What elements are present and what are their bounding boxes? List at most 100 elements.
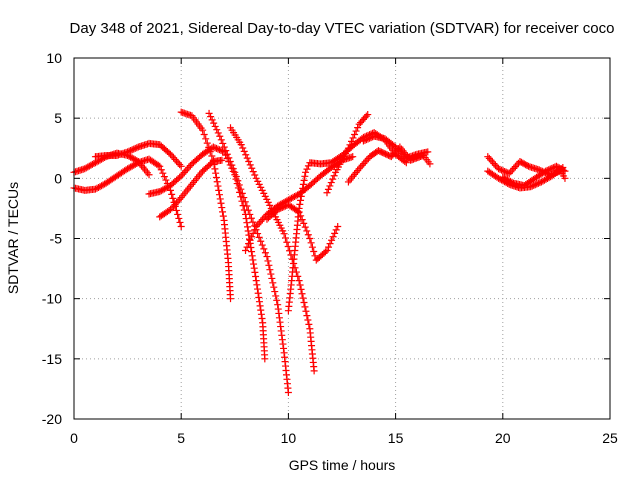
data-point (157, 166, 165, 174)
data-point (242, 151, 250, 159)
data-point (302, 307, 310, 315)
data-point (275, 205, 283, 213)
data-point (291, 193, 299, 201)
data-point (254, 289, 262, 297)
data-point (548, 164, 556, 172)
data-point (361, 136, 369, 144)
data-point (298, 216, 306, 224)
data-point (367, 134, 375, 142)
data-point (258, 315, 266, 323)
data-point (498, 166, 506, 174)
data-point (130, 145, 138, 153)
data-point (249, 229, 257, 237)
data-point (531, 181, 539, 189)
data-point (208, 152, 216, 160)
data-point (303, 165, 311, 173)
data-point (264, 198, 272, 206)
data-point (214, 182, 222, 190)
data-point (157, 187, 165, 195)
data-point (540, 168, 548, 176)
data-point (248, 233, 256, 241)
series-arc-f (177, 108, 235, 303)
data-point (504, 169, 512, 177)
data-point (168, 204, 176, 212)
data-point (325, 243, 333, 251)
data-point (251, 226, 259, 234)
data-point (160, 173, 168, 181)
data-point (286, 195, 294, 203)
data-point (304, 316, 312, 324)
data-point (82, 164, 90, 172)
data-point (346, 141, 354, 149)
data-point (261, 192, 269, 200)
data-point (243, 243, 251, 251)
data-point (255, 298, 263, 306)
data-point (265, 261, 273, 269)
data-point (237, 185, 245, 193)
data-point (349, 134, 357, 142)
series-arc-l (323, 111, 372, 197)
data-point (172, 206, 180, 214)
data-point (349, 153, 357, 161)
data-point (354, 124, 362, 132)
data-point (296, 281, 304, 289)
x-tick-label: 20 (495, 430, 511, 446)
data-point (238, 197, 246, 205)
data-point (95, 183, 103, 191)
data-layer (70, 108, 569, 397)
data-point (225, 154, 233, 162)
data-point (277, 204, 285, 212)
data-point (254, 177, 262, 185)
data-point (127, 146, 135, 154)
data-point (506, 177, 514, 185)
data-point (244, 206, 252, 214)
data-point (359, 137, 367, 145)
data-point (302, 168, 310, 176)
data-point (301, 223, 309, 231)
data-point (240, 194, 248, 202)
data-point (364, 111, 372, 119)
data-point (299, 184, 307, 192)
data-point (219, 208, 227, 216)
data-point (326, 182, 334, 190)
data-point (254, 285, 262, 293)
data-point (296, 200, 304, 208)
data-point (241, 198, 249, 206)
data-point (213, 178, 221, 186)
data-point (173, 199, 181, 207)
data-point (508, 178, 516, 186)
data-point (499, 173, 507, 181)
data-point (249, 256, 257, 264)
data-point (510, 164, 518, 172)
data-point (539, 177, 547, 185)
data-point (227, 295, 235, 303)
data-point (260, 189, 268, 197)
data-point (351, 130, 359, 138)
data-point (156, 188, 164, 196)
data-point (399, 151, 407, 159)
data-point (364, 135, 372, 143)
data-point (174, 197, 182, 205)
data-point (171, 155, 179, 163)
data-point (261, 355, 269, 363)
data-point (330, 172, 338, 180)
x-tick-label: 25 (602, 430, 618, 446)
data-point (210, 161, 218, 169)
data-point (209, 156, 217, 164)
data-point (214, 129, 222, 137)
data-point (218, 156, 226, 164)
data-point (81, 165, 89, 173)
x-axis-label: GPS time / hours (289, 457, 396, 473)
data-point (211, 165, 219, 173)
data-point (303, 312, 311, 320)
data-point (283, 238, 291, 246)
data-point (499, 167, 507, 175)
data-point (154, 161, 162, 169)
data-point (270, 283, 278, 291)
data-point (239, 144, 247, 152)
data-point (281, 234, 289, 242)
data-point (257, 183, 265, 191)
data-point (326, 240, 334, 248)
data-point (502, 175, 510, 183)
data-point (267, 270, 275, 278)
